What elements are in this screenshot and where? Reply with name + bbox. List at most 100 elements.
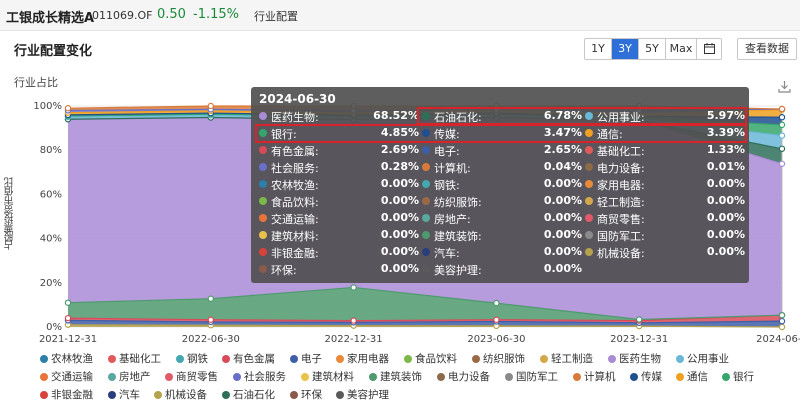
legend-item[interactable]: 房地产 xyxy=(108,369,151,383)
tooltip-item: 食品饮料: 0.00% xyxy=(259,194,419,209)
data-point[interactable] xyxy=(778,132,786,139)
data-point[interactable] xyxy=(493,316,500,323)
legend-dot xyxy=(472,355,480,363)
fund-header-bar: 工银成长精选A 011069.OF 0.50 -1.15% 行业配置 xyxy=(0,0,800,31)
legend-item[interactable]: 电力设备 xyxy=(437,369,490,383)
data-point[interactable] xyxy=(64,314,72,322)
tooltip-item-name: 石油石化: xyxy=(434,111,482,124)
legend-dot xyxy=(290,391,298,399)
legend-item[interactable]: 轻工制造 xyxy=(540,351,593,365)
legend-label: 计算机 xyxy=(584,371,616,383)
tooltip-item-name: 传媒: xyxy=(434,128,460,141)
tab-industry-allocation[interactable]: 行业配置 xyxy=(254,10,298,23)
legend-item[interactable]: 农林牧渔 xyxy=(40,351,93,365)
legend-item[interactable]: 计算机 xyxy=(573,369,616,383)
legend-item[interactable]: 国防军工 xyxy=(505,369,558,383)
tooltip-item-name: 纺织服饰: xyxy=(434,196,482,209)
tooltip-dot xyxy=(422,129,430,137)
data-point[interactable] xyxy=(207,295,214,302)
legend-item[interactable]: 银行 xyxy=(722,369,754,383)
data-point[interactable] xyxy=(64,105,72,112)
legend-item[interactable]: 家用电器 xyxy=(336,351,389,365)
legend-dot xyxy=(722,373,730,381)
legend-item[interactable]: 医药生物 xyxy=(608,351,661,365)
tooltip-item-name: 轻工制造: xyxy=(597,196,645,209)
legend-item[interactable]: 社会服务 xyxy=(233,369,286,383)
data-point[interactable] xyxy=(778,160,786,167)
industry-allocation-card: 行业配置变化 1Y 3Y 5Y Max 查看数据 行业占比 xyxy=(0,30,800,411)
data-point[interactable] xyxy=(64,299,72,306)
tooltip-item-value: 3.39% xyxy=(706,126,745,139)
legend-dot xyxy=(336,355,344,363)
legend-dot xyxy=(108,391,116,399)
tooltip-item-value: 0.00% xyxy=(706,177,745,190)
tooltip-dot xyxy=(422,146,430,154)
x-tick-label: 2023-12-31 xyxy=(610,334,668,345)
tooltip-item: 公用事业: 5.97% xyxy=(585,109,745,124)
data-point[interactable] xyxy=(778,105,786,113)
legend-item[interactable]: 食品饮料 xyxy=(404,351,457,365)
legend-item[interactable]: 通信 xyxy=(676,369,708,383)
data-point[interactable] xyxy=(778,114,786,121)
data-point[interactable] xyxy=(778,145,786,152)
tooltip-item: 建筑装饰: 0.00% xyxy=(422,228,582,243)
tooltip-item: 交通运输: 0.00% xyxy=(259,211,419,226)
range-3y-button[interactable]: 3Y xyxy=(612,39,639,59)
legend-item[interactable]: 公用事业 xyxy=(676,351,729,365)
data-point[interactable] xyxy=(350,284,357,291)
legend-label: 钢铁 xyxy=(187,353,208,365)
legend-item[interactable]: 非银金融 xyxy=(40,387,93,401)
data-point[interactable] xyxy=(778,317,786,325)
data-point[interactable] xyxy=(778,323,786,331)
tooltip-item-name: 基础化工: xyxy=(597,145,645,158)
data-point[interactable] xyxy=(207,102,214,110)
tooltip-item-name: 银行: xyxy=(271,128,297,141)
range-1y-button[interactable]: 1Y xyxy=(585,39,612,59)
legend-item[interactable]: 有色金属 xyxy=(222,351,275,365)
legend-item[interactable]: 汽车 xyxy=(108,387,140,401)
legend-item[interactable]: 商贸零售 xyxy=(165,369,218,383)
legend-label: 商贸零售 xyxy=(176,371,218,383)
legend-item[interactable]: 纺织服饰 xyxy=(472,351,525,365)
legend-item[interactable]: 钢铁 xyxy=(176,351,208,365)
legend-item[interactable]: 机械设备 xyxy=(154,387,207,401)
legend-item[interactable]: 环保 xyxy=(290,387,322,401)
tooltip-dot xyxy=(585,248,593,256)
data-point[interactable] xyxy=(493,299,500,307)
tooltip-dot xyxy=(259,180,267,188)
tooltip-dot xyxy=(585,112,593,120)
range-max-button[interactable]: Max xyxy=(666,39,697,59)
tooltip-item: 医药生物: 68.52% xyxy=(259,109,419,124)
legend-item[interactable]: 交通运输 xyxy=(40,369,93,383)
legend-item[interactable]: 建筑材料 xyxy=(301,369,354,383)
legend-label: 美容护理 xyxy=(347,389,389,401)
x-tick-label: 2022-06-30 xyxy=(182,334,240,345)
x-tick-label: 2024-06-3 xyxy=(756,334,800,345)
tooltip-item-name: 汽车: xyxy=(434,247,460,260)
tooltip-item: 汽车: 0.00% xyxy=(422,245,582,260)
legend-item[interactable]: 电子 xyxy=(290,351,322,365)
data-point[interactable] xyxy=(778,311,786,319)
legend-dot xyxy=(437,373,445,381)
area-series[interactable] xyxy=(68,287,782,321)
fund-change: -1.15% xyxy=(193,7,239,22)
view-data-button[interactable]: 查看数据 xyxy=(737,38,797,60)
data-point[interactable] xyxy=(350,317,357,324)
tooltip-dot xyxy=(422,248,430,256)
tooltip-item-value: 0.00% xyxy=(543,177,582,190)
download-icon[interactable] xyxy=(778,78,791,97)
legend-label: 通信 xyxy=(687,371,708,383)
x-tick-label: 2021-12-31 xyxy=(39,334,97,345)
calendar-icon[interactable] xyxy=(697,39,721,59)
legend-item[interactable]: 基础化工 xyxy=(108,351,161,365)
tooltip-dot xyxy=(585,180,593,188)
legend-item[interactable]: 传媒 xyxy=(630,369,662,383)
legend-item[interactable]: 美容护理 xyxy=(336,387,389,401)
data-point[interactable] xyxy=(207,316,214,323)
data-point[interactable] xyxy=(778,121,786,129)
legend-item[interactable]: 石油石化 xyxy=(222,387,275,401)
range-5y-button[interactable]: 5Y xyxy=(639,39,666,59)
legend-dot xyxy=(676,355,684,363)
data-point[interactable] xyxy=(636,316,643,323)
legend-item[interactable]: 建筑装饰 xyxy=(369,369,422,383)
